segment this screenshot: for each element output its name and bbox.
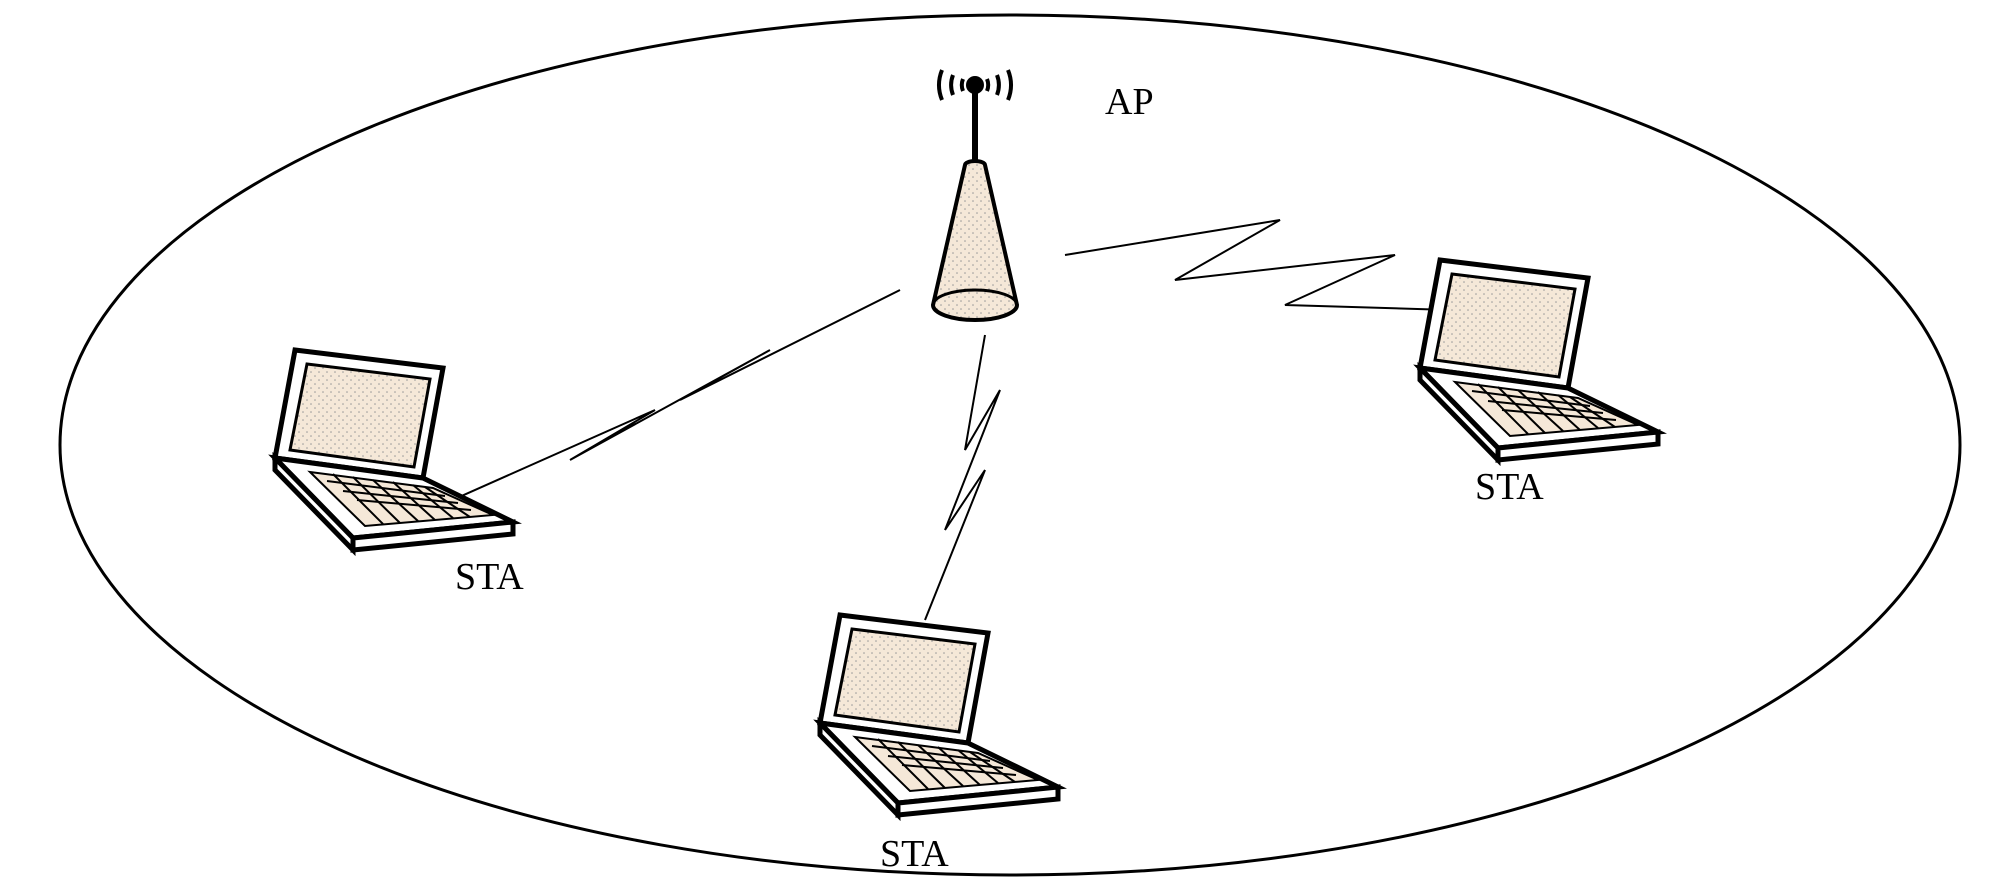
laptop-right: [1420, 260, 1658, 460]
sta-bottom-label: STA: [880, 832, 949, 876]
sta-left-label: STA: [455, 555, 524, 599]
sta-right-label: STA: [1475, 465, 1544, 509]
bolt-right: [1065, 220, 1450, 310]
access-point: [933, 70, 1017, 320]
bolt-left: [430, 290, 900, 510]
ap-label: AP: [1105, 80, 1154, 124]
laptop-bottom: [820, 615, 1058, 815]
laptop-left: [275, 350, 513, 550]
network-diagram: [0, 0, 2015, 893]
bolt-down: [925, 335, 1000, 620]
